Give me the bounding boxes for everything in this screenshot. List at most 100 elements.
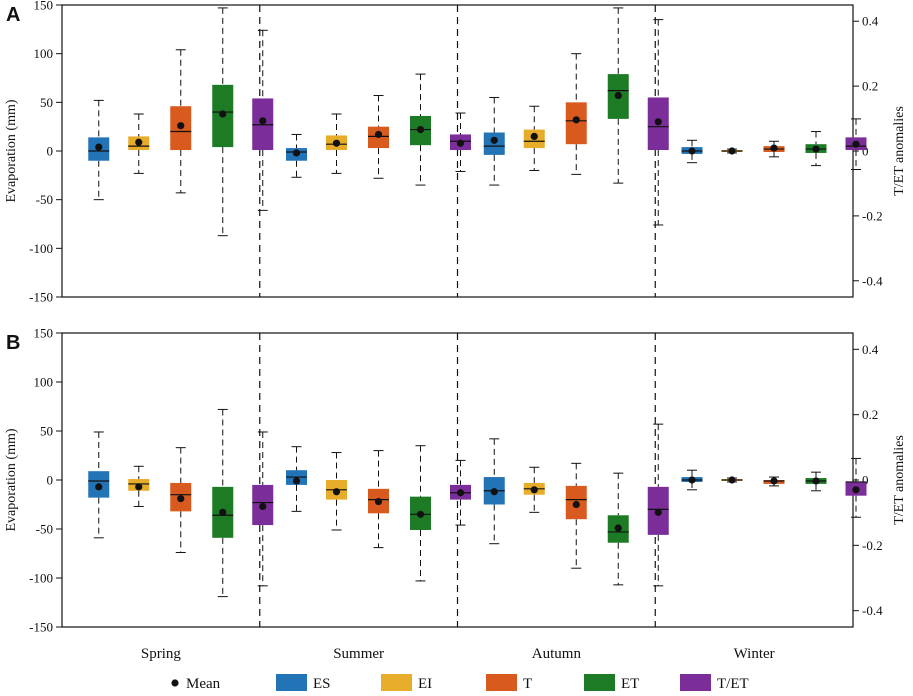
mean-dot bbox=[456, 139, 465, 147]
y-axis-label: Evaporation (mm) bbox=[4, 99, 19, 202]
mean-dot bbox=[572, 116, 580, 124]
box-ei bbox=[128, 465, 150, 507]
season-label: Summer bbox=[333, 646, 384, 662]
panel-label: A bbox=[6, 4, 20, 26]
box-et bbox=[607, 472, 629, 586]
legend-label-et: ET bbox=[621, 676, 639, 692]
mean-dot bbox=[770, 477, 778, 485]
box-es bbox=[286, 446, 307, 512]
y-tick-label: -50 bbox=[36, 522, 53, 537]
y2-axis-label: T/ET anomalies bbox=[892, 435, 907, 525]
box-ei bbox=[523, 105, 545, 171]
mean-dot bbox=[416, 510, 425, 518]
y2-tick-label: 0 bbox=[862, 144, 869, 159]
mean-dot bbox=[416, 125, 425, 134]
legend-label-t: T bbox=[523, 676, 532, 692]
mean-dot bbox=[770, 144, 778, 152]
box-t bbox=[565, 462, 587, 569]
mean-dot bbox=[490, 136, 498, 144]
box-t-et bbox=[845, 118, 867, 170]
box-t-et bbox=[450, 112, 471, 172]
legend-swatch-t bbox=[486, 674, 517, 691]
season-group-winter bbox=[681, 118, 867, 170]
mean-dot bbox=[177, 495, 185, 503]
box-t-et bbox=[252, 431, 274, 587]
legend-mean-label: Mean bbox=[186, 676, 221, 692]
box-et bbox=[212, 7, 234, 237]
season-group-spring bbox=[88, 7, 274, 237]
box-t bbox=[763, 140, 785, 158]
mean-dot bbox=[456, 489, 465, 497]
mean-dot bbox=[219, 508, 227, 516]
season-label: Spring bbox=[141, 646, 182, 662]
y-tick-label: 100 bbox=[34, 375, 54, 390]
mean-dot bbox=[852, 486, 860, 494]
box-t-et bbox=[647, 423, 669, 587]
mean-dot bbox=[135, 483, 143, 491]
legend-label-ei: EI bbox=[418, 676, 432, 692]
season-group-spring bbox=[88, 408, 274, 598]
y2-axis-label: T/ET anomalies bbox=[892, 106, 907, 196]
box-et bbox=[212, 408, 234, 598]
mean-dot bbox=[95, 483, 103, 491]
mean-dot bbox=[812, 477, 820, 485]
panel-label: B bbox=[6, 332, 20, 354]
season-group-autumn bbox=[483, 7, 669, 226]
box-et bbox=[410, 73, 431, 186]
box-ei bbox=[721, 476, 743, 484]
box-t bbox=[368, 450, 389, 549]
y-tick-label: 0 bbox=[47, 144, 54, 159]
legend-swatch-t-et bbox=[680, 674, 711, 691]
box-et bbox=[607, 7, 629, 184]
mean-dot bbox=[259, 117, 267, 125]
box-t-et bbox=[845, 457, 867, 518]
mean-dot bbox=[614, 91, 622, 100]
mean-dot bbox=[572, 500, 580, 509]
box-ei bbox=[721, 147, 743, 155]
season-group-autumn bbox=[483, 423, 669, 587]
box-es bbox=[681, 469, 703, 491]
mean-dot bbox=[852, 140, 860, 148]
y-tick-label: -150 bbox=[29, 290, 53, 305]
box-t-et bbox=[647, 19, 669, 226]
box-ei bbox=[326, 113, 347, 174]
mean-dot bbox=[728, 147, 736, 155]
y-tick-label: -150 bbox=[29, 620, 53, 635]
y-tick-label: 50 bbox=[40, 424, 53, 439]
mean-dot bbox=[490, 488, 498, 496]
y2-tick-label: 0 bbox=[862, 473, 869, 488]
box-t bbox=[368, 95, 389, 179]
mean-dot bbox=[332, 488, 341, 496]
y2-tick-label: -0.4 bbox=[862, 273, 883, 288]
box-et bbox=[410, 445, 431, 582]
legend-swatch-ei bbox=[381, 674, 412, 691]
mean-dot bbox=[219, 110, 227, 118]
season-group-summer bbox=[286, 445, 471, 582]
y-tick-label: 0 bbox=[47, 473, 54, 488]
y-tick-label: 150 bbox=[34, 326, 54, 341]
y2-tick-label: 0.2 bbox=[862, 79, 878, 94]
box-es bbox=[88, 99, 110, 201]
box-es bbox=[483, 96, 505, 186]
y-tick-label: 100 bbox=[34, 46, 54, 61]
legend-label-t-et: T/ET bbox=[717, 676, 749, 692]
mean-dot bbox=[614, 524, 622, 532]
panel-A: A 150 100 50 0 -50 -100 -150 0.4 0.2 0 -0.2 -0.4 Evap… bbox=[4, 0, 907, 305]
box-ei bbox=[523, 466, 545, 513]
mean-dot bbox=[812, 145, 820, 153]
y-tick-label: 150 bbox=[34, 0, 54, 13]
mean-dot bbox=[95, 143, 103, 151]
box-et bbox=[805, 131, 827, 167]
mean-dot bbox=[374, 497, 383, 506]
y-tick-label: -100 bbox=[29, 241, 53, 256]
box-t bbox=[565, 53, 587, 175]
mean-dot bbox=[374, 130, 383, 139]
box-t bbox=[763, 476, 785, 487]
y2-tick-label: -0.2 bbox=[862, 208, 883, 223]
panel-B: B 150 100 50 0 -50 -100 -150 0.4 0.2 0 -0.2 -0.4 Evap… bbox=[4, 326, 907, 635]
y2-tick-label: -0.4 bbox=[862, 603, 883, 618]
mean-dot bbox=[654, 508, 662, 516]
mean-dot bbox=[292, 149, 301, 157]
box-es bbox=[286, 133, 307, 178]
